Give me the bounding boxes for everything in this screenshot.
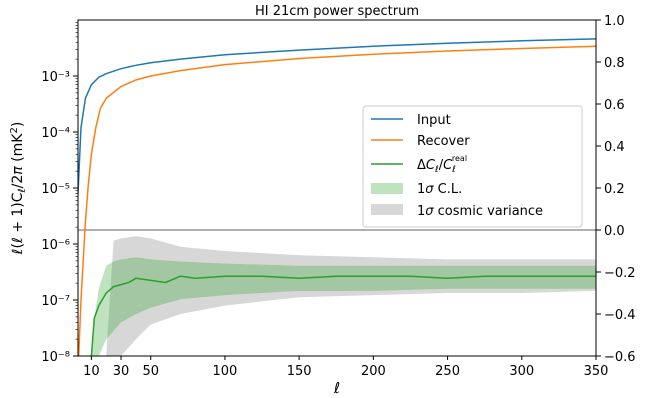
x-axis-label: ℓ (333, 379, 340, 397)
x-axis: 10 30 50 100 150 200 250 300 350 (83, 356, 608, 379)
y-right-tick-label: 0.0 (604, 224, 625, 239)
y-right-tick-label: 1.0 (604, 14, 625, 29)
legend: Input Recover ΔCℓ/Cℓreal 1σ C.L. 1σ cosm… (362, 105, 583, 228)
series-lines (78, 38, 596, 356)
legend-label-input: Input (417, 113, 451, 128)
x-tick-label: 50 (142, 364, 159, 379)
legend-label-recover: Recover (417, 134, 470, 149)
input-line (78, 38, 596, 194)
y-axis-right: −0.6 −0.4 −0.2 0.0 0.2 0.4 0.6 0.8 1.0 (596, 14, 636, 365)
y-right-tick-label: 0.8 (604, 56, 625, 71)
legend-label-delta: ΔCℓ/Cℓreal (417, 154, 467, 175)
x-tick-label: 300 (509, 364, 534, 379)
y-axis-left: 10⁻⁸ 10⁻⁷ 10⁻⁶ 10⁻⁵ 10⁻⁴ 10⁻³ (41, 22, 78, 365)
confidence-bands (91, 236, 596, 356)
y-left-tick-label: 10⁻⁶ (41, 238, 70, 253)
legend-swatch-cl (371, 183, 403, 194)
x-tick-label: 350 (584, 364, 609, 379)
x-tick-label: 30 (113, 364, 130, 379)
legend-label-cv: 1σ cosmic variance (417, 204, 543, 219)
legend-swatch-cv (371, 204, 403, 215)
recover-line (78, 45, 596, 356)
x-tick-label: 150 (287, 364, 312, 379)
y-left-tick-label: 10⁻⁸ (41, 350, 70, 365)
y-right-tick-label: −0.4 (604, 308, 636, 323)
y-axis-label: ℓ(ℓ + 1)Cℓ/2π (mK2) (9, 122, 28, 256)
y-right-tick-label: 0.2 (604, 182, 625, 197)
y-right-tick-label: −0.6 (604, 350, 636, 365)
chart-title: HI 21cm power spectrum (255, 4, 419, 19)
y-left-tick-label: 10⁻⁵ (41, 182, 70, 197)
y-right-tick-label: −0.2 (604, 266, 636, 281)
legend-box (362, 105, 583, 228)
legend-label-cl: 1σ C.L. (417, 182, 462, 197)
delta-ratio-line (90, 275, 596, 356)
y-left-tick-label: 10⁻³ (41, 70, 70, 85)
x-tick-label: 250 (435, 364, 460, 379)
x-tick-label: 10 (83, 364, 100, 379)
y-right-tick-label: 0.4 (604, 140, 625, 155)
y-right-tick-label: 0.6 (604, 98, 625, 113)
y-left-tick-label: 10⁻⁷ (41, 294, 70, 309)
x-tick-label: 100 (213, 364, 238, 379)
y-left-tick-label: 10⁻⁴ (41, 126, 70, 141)
confidence-band (91, 257, 596, 356)
x-tick-label: 200 (361, 364, 386, 379)
cosmic-variance-band (106, 236, 596, 356)
